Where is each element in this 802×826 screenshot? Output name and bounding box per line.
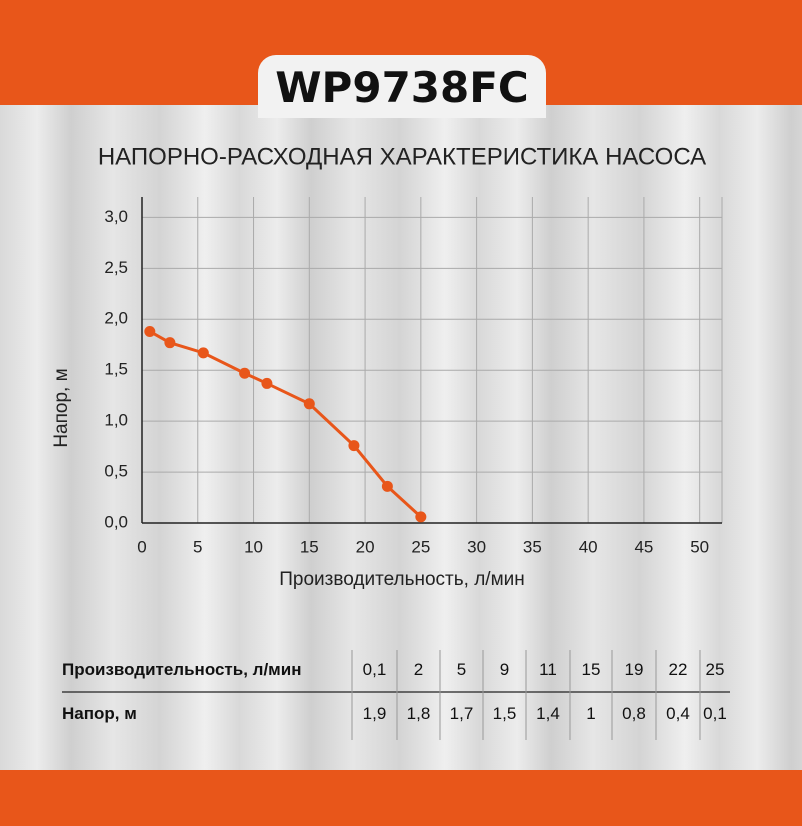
row-header: Производительность, л/мин xyxy=(62,660,302,679)
y-tick-label: 2,0 xyxy=(104,309,128,328)
x-tick-label: 20 xyxy=(356,537,375,556)
table-cell: 11 xyxy=(539,660,557,679)
x-tick-label: 10 xyxy=(244,537,263,556)
table-cell: 1,9 xyxy=(362,704,387,723)
y-tick-label: 0,0 xyxy=(104,512,128,531)
data-point xyxy=(348,440,360,452)
x-tick-label: 40 xyxy=(579,537,598,556)
table-cell: 2 xyxy=(413,660,424,679)
data-point xyxy=(261,377,273,389)
y-tick-label: 2,5 xyxy=(104,258,128,277)
y-axis-label: Напор, м xyxy=(51,368,72,447)
table-cell: 5 xyxy=(456,660,467,679)
x-tick-label: 30 xyxy=(467,537,486,556)
x-tick-label: 45 xyxy=(634,537,653,556)
product-title: WP9738FC xyxy=(258,55,546,118)
x-tick-label: 50 xyxy=(690,537,709,556)
table-cell: 9 xyxy=(499,660,510,679)
table-cell: 25 xyxy=(705,660,725,679)
table-cell: 19 xyxy=(624,660,644,679)
x-tick-label: 35 xyxy=(523,537,542,556)
table-cell: 22 xyxy=(668,660,688,679)
table-cell: 0,1 xyxy=(362,660,387,679)
y-tick-label: 3,0 xyxy=(104,207,128,226)
table-cell: 1 xyxy=(586,704,596,723)
x-tick-label: 25 xyxy=(411,537,430,556)
table-cell: 1,7 xyxy=(449,704,474,723)
table-cell: 0,8 xyxy=(622,704,646,723)
table-cell: 1,8 xyxy=(406,704,431,723)
table-cell: 0,4 xyxy=(666,704,690,723)
data-point xyxy=(415,511,427,523)
table-cell: 15 xyxy=(581,660,601,679)
data-point xyxy=(239,367,251,379)
table-cell: 1,5 xyxy=(492,704,517,723)
bottom-band xyxy=(0,770,802,826)
data-point xyxy=(144,325,156,337)
table-cell: 0,1 xyxy=(703,704,727,723)
row-header: Напор, м xyxy=(62,704,137,723)
data-point xyxy=(381,480,393,492)
x-tick-label: 15 xyxy=(300,537,319,556)
table-cell: 1,4 xyxy=(536,704,560,723)
chart-title: НАПОРНО-РАСХОДНАЯ ХАРАКТЕРИСТИКА НАСОСА xyxy=(98,143,706,170)
y-tick-label: 1,5 xyxy=(104,360,128,379)
x-tick-label: 0 xyxy=(137,537,146,556)
x-axis-label: Производительность, л/мин xyxy=(279,569,525,590)
y-tick-label: 1,0 xyxy=(104,411,128,430)
data-point xyxy=(303,398,315,410)
x-tick-label: 5 xyxy=(193,537,202,556)
data-point xyxy=(164,337,176,349)
y-tick-label: 0,5 xyxy=(104,462,128,481)
series-line xyxy=(149,330,422,518)
data-point xyxy=(197,347,209,359)
